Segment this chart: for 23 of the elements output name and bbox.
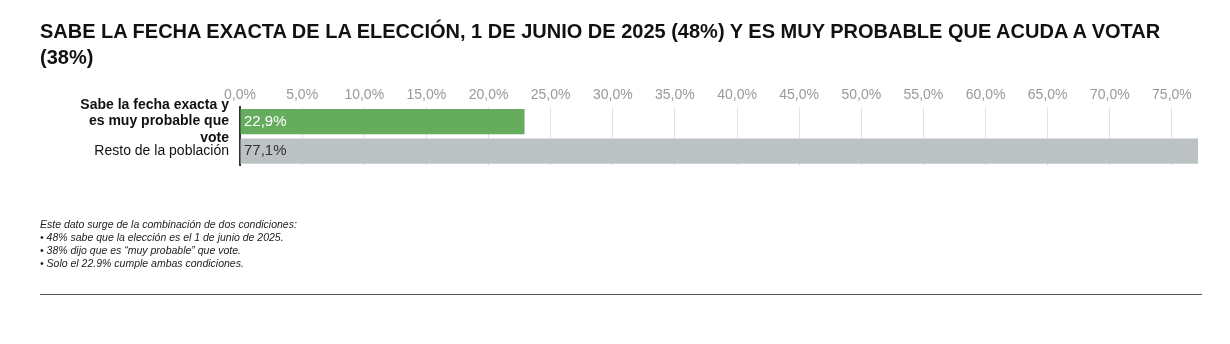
x-tick-label: 25,0%: [530, 86, 571, 103]
x-tick-label: 30,0%: [592, 86, 633, 103]
x-tick-label: 35,0%: [655, 86, 695, 103]
data-label: 77,1%: [244, 141, 287, 159]
x-tick-label: 10,0%: [344, 86, 385, 103]
x-tick-label: 40,0%: [717, 86, 757, 103]
x-tick-label: 55,0%: [903, 86, 944, 103]
text: • Solo el 22.9% cumple ambas condiciones.: [40, 257, 245, 270]
x-tick-label: 5,0%: [286, 86, 319, 103]
chart-title: SABE LA FECHA EXACTA DE LA ELECCIÓN, 1 DE JUNIO DE 2025 (48%) Y ES MUY PROBABLE QUE ACUDA A VOTAR (38%): [40, 18, 1162, 70]
x-tick-label: 65,0%: [1027, 86, 1068, 103]
data-label: 22,9%: [244, 111, 287, 129]
x-tick-label: 45,0%: [779, 86, 819, 103]
y-tick-label: Resto de la población: [94, 141, 229, 158]
x-tick-label: 50,0%: [841, 86, 882, 103]
x-tick-label: 15,0%: [406, 86, 447, 103]
x-tick-label: 60,0%: [965, 86, 1006, 103]
text: • 38% dijo que es “muy probable” que vote.: [40, 244, 242, 257]
x-tick-label: 70,0%: [1089, 86, 1130, 103]
x-tick-label: 20,0%: [468, 86, 509, 103]
text: Este dato surge de la combinación de dos condiciones:: [40, 218, 298, 231]
text: • 48% sabe que la elección es el 1 de junio de 2025.: [40, 231, 285, 244]
x-tick-label: 75,0%: [1152, 86, 1192, 103]
